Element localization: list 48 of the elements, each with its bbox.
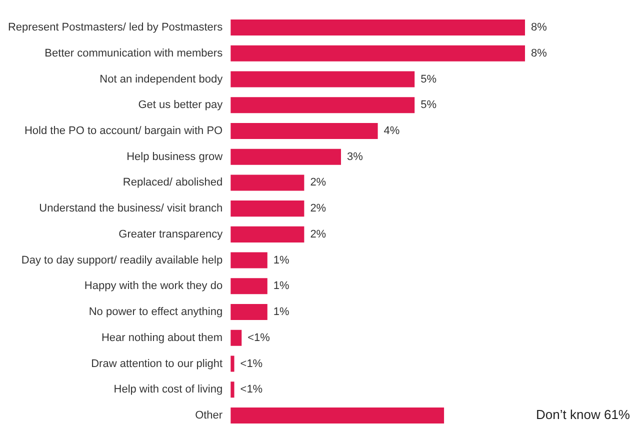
y-tick-label: Help with cost of living [114,384,223,396]
data-label: 3% [346,150,364,163]
bar [230,278,268,294]
bar [230,407,444,424]
data-label: <1% [240,384,263,396]
bar [230,71,415,88]
data-label: 1% [273,254,290,266]
data-label: 5% [420,73,437,86]
data-label: 2% [310,228,326,240]
y-tick-label: Represent Postmasters/ led by Postmasters [8,22,224,34]
y-tick-label: Draw attention to our plight [91,358,223,370]
y-tick-label: Hold the PO to account/ bargain with PO [24,125,224,138]
bar [230,97,415,114]
y-tick-label: Replaced/ abolished [122,176,223,189]
y-tick-label: No power to effect anything [88,306,223,318]
data-label: 1% [273,306,290,318]
bar [230,356,234,372]
y-tick-label: Greater transparency [118,228,224,240]
bar [230,148,341,165]
y-tick-label: Better communication with members [44,47,224,60]
y-tick-label: Understand the business/ visit branch [39,202,223,215]
bar [230,330,242,346]
data-label: 8% [531,22,548,34]
data-label: 1% [273,280,290,292]
data-label: <1% [240,358,263,370]
bar [230,122,378,139]
bar [230,20,525,36]
y-tick-label: Other [195,410,223,422]
data-label: 5% [420,99,437,112]
y-tick-label: Happy with the work they do [84,280,223,292]
data-label: 4% [384,125,400,138]
bar [230,252,268,268]
y-tick-label: Day to day support/ readily available help [21,254,223,266]
data-label: 8% [531,47,548,60]
y-tick-label: Get us better pay [138,99,224,112]
bar [230,200,304,217]
data-label: <1% [248,332,270,344]
bar [230,382,234,398]
data-label: 2% [310,202,326,215]
y-tick-label: Not an independent body [100,73,224,86]
text: Don’t know 61% [536,407,630,422]
bar [230,174,304,191]
data-label: 2% [310,176,326,189]
y-tick-label: Hear nothing about them [101,332,223,344]
bar [230,45,525,62]
y-tick-label: Help business grow [126,150,223,163]
bar [230,226,304,242]
bar [230,304,268,320]
